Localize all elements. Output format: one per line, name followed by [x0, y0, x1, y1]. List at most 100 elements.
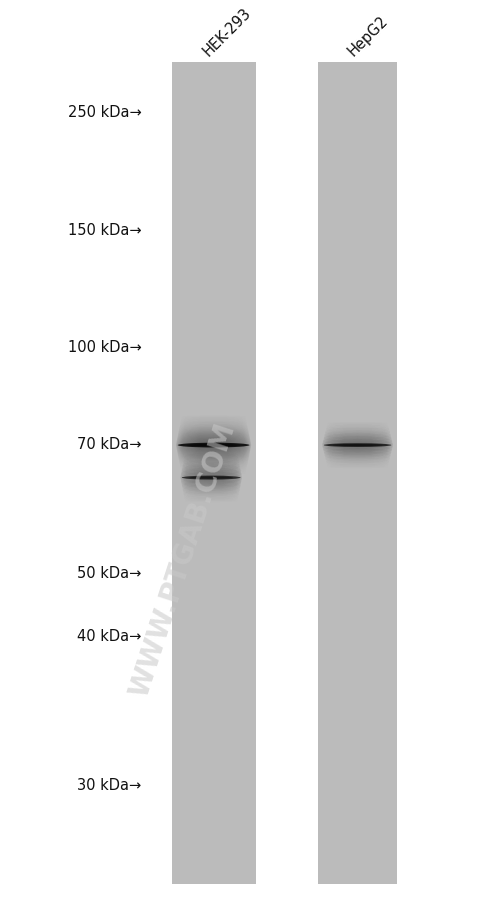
Ellipse shape: [177, 440, 251, 443]
Ellipse shape: [177, 437, 250, 440]
Ellipse shape: [182, 485, 240, 488]
Ellipse shape: [182, 466, 240, 468]
Text: HEK-293: HEK-293: [201, 5, 254, 59]
Ellipse shape: [180, 474, 242, 477]
Ellipse shape: [181, 473, 241, 475]
Ellipse shape: [181, 483, 241, 486]
Ellipse shape: [181, 481, 241, 483]
Ellipse shape: [177, 438, 251, 442]
Ellipse shape: [324, 436, 391, 438]
Ellipse shape: [323, 441, 393, 444]
Ellipse shape: [179, 458, 249, 461]
Ellipse shape: [180, 479, 242, 482]
Ellipse shape: [182, 465, 240, 467]
Ellipse shape: [179, 428, 248, 430]
Ellipse shape: [177, 441, 251, 444]
Ellipse shape: [181, 481, 241, 483]
Ellipse shape: [180, 475, 242, 478]
Ellipse shape: [179, 459, 249, 462]
Ellipse shape: [177, 450, 250, 454]
Ellipse shape: [180, 477, 242, 480]
Ellipse shape: [323, 442, 393, 444]
Ellipse shape: [179, 428, 248, 431]
Ellipse shape: [324, 444, 392, 447]
Ellipse shape: [179, 460, 248, 463]
Ellipse shape: [182, 484, 240, 487]
Ellipse shape: [179, 457, 249, 460]
Ellipse shape: [178, 455, 250, 457]
Ellipse shape: [324, 434, 391, 436]
Ellipse shape: [324, 437, 391, 439]
Ellipse shape: [182, 488, 240, 490]
Ellipse shape: [333, 445, 383, 446]
Ellipse shape: [181, 474, 241, 475]
Ellipse shape: [176, 444, 252, 446]
Ellipse shape: [178, 432, 249, 435]
Ellipse shape: [183, 465, 240, 467]
Ellipse shape: [324, 454, 391, 456]
Ellipse shape: [179, 429, 249, 432]
Ellipse shape: [181, 482, 241, 484]
Ellipse shape: [176, 443, 251, 446]
Ellipse shape: [179, 461, 248, 464]
Ellipse shape: [324, 455, 391, 457]
Text: 40 kDa→: 40 kDa→: [77, 629, 142, 643]
Ellipse shape: [323, 447, 393, 450]
Ellipse shape: [182, 476, 240, 480]
Ellipse shape: [178, 436, 250, 439]
Ellipse shape: [182, 469, 240, 472]
Text: 150 kDa→: 150 kDa→: [68, 223, 142, 237]
Ellipse shape: [181, 483, 241, 485]
Ellipse shape: [180, 476, 242, 479]
Ellipse shape: [181, 471, 241, 474]
Ellipse shape: [182, 466, 240, 469]
Text: 100 kDa→: 100 kDa→: [68, 340, 142, 354]
Ellipse shape: [178, 456, 249, 459]
Ellipse shape: [325, 456, 390, 459]
Ellipse shape: [176, 442, 251, 445]
Ellipse shape: [322, 445, 393, 447]
Ellipse shape: [322, 446, 393, 448]
Ellipse shape: [323, 446, 393, 448]
Text: 250 kDa→: 250 kDa→: [68, 106, 142, 120]
Ellipse shape: [182, 489, 240, 491]
Ellipse shape: [183, 489, 240, 492]
Text: 30 kDa→: 30 kDa→: [77, 778, 142, 792]
Ellipse shape: [324, 456, 391, 457]
Ellipse shape: [324, 452, 391, 455]
Text: 50 kDa→: 50 kDa→: [77, 566, 142, 580]
Ellipse shape: [178, 434, 250, 437]
Ellipse shape: [182, 468, 240, 471]
Ellipse shape: [324, 450, 392, 453]
Ellipse shape: [323, 440, 392, 443]
Ellipse shape: [182, 486, 240, 489]
Ellipse shape: [178, 452, 250, 456]
Ellipse shape: [324, 437, 392, 439]
Ellipse shape: [325, 456, 390, 458]
Ellipse shape: [179, 430, 249, 433]
Ellipse shape: [181, 480, 241, 483]
Ellipse shape: [323, 447, 393, 449]
Ellipse shape: [177, 448, 251, 451]
Ellipse shape: [177, 447, 251, 450]
Text: WWW.PTGAB.COM: WWW.PTGAB.COM: [125, 419, 240, 700]
Bar: [172, 63, 255, 884]
Ellipse shape: [177, 451, 250, 455]
Ellipse shape: [179, 431, 249, 434]
Ellipse shape: [325, 432, 390, 435]
Ellipse shape: [187, 445, 240, 446]
Ellipse shape: [324, 438, 392, 441]
Ellipse shape: [177, 449, 251, 453]
Ellipse shape: [178, 433, 249, 436]
Ellipse shape: [181, 472, 241, 474]
Ellipse shape: [181, 470, 241, 473]
Ellipse shape: [178, 453, 250, 456]
Ellipse shape: [178, 435, 250, 438]
Ellipse shape: [324, 438, 392, 440]
Ellipse shape: [325, 433, 390, 435]
Text: 70 kDa→: 70 kDa→: [77, 437, 142, 451]
Text: HepG2: HepG2: [345, 13, 390, 59]
Bar: [318, 63, 397, 884]
Ellipse shape: [176, 446, 251, 448]
Ellipse shape: [178, 456, 249, 458]
